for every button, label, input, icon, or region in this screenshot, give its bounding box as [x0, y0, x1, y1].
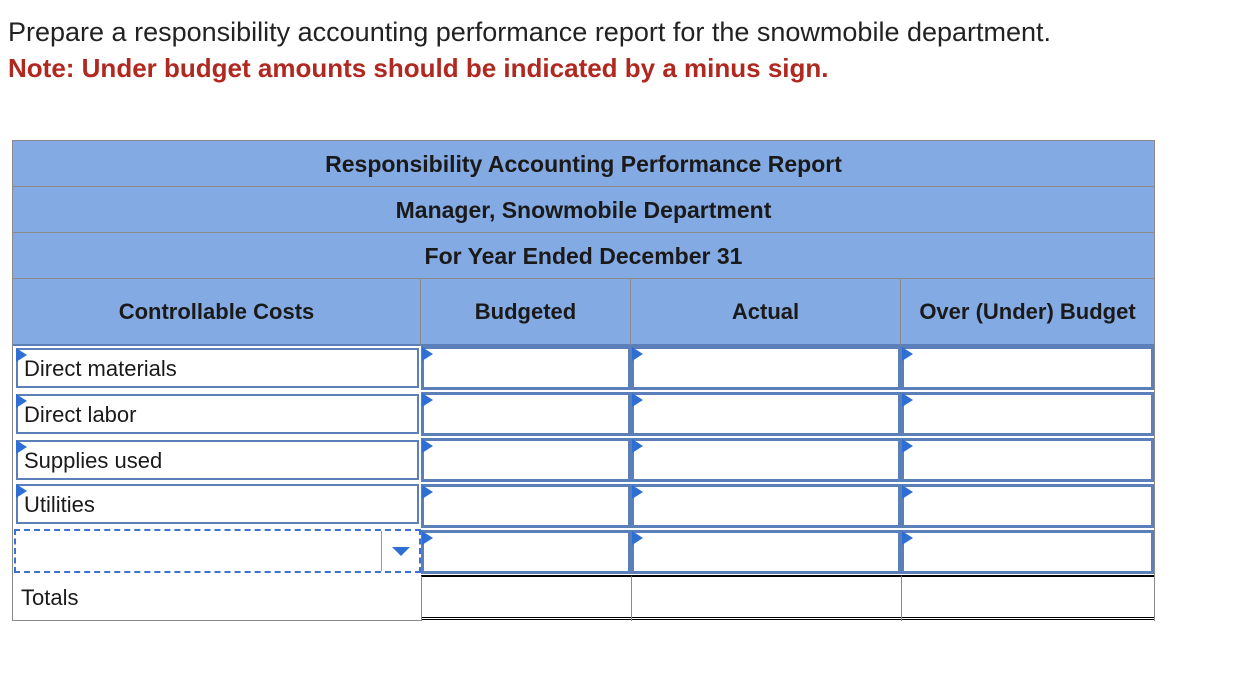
column-header-variance: Over (Under) Budget: [901, 279, 1154, 346]
supplies-used-variance-input[interactable]: [901, 438, 1154, 482]
input-marker-icon: [16, 394, 27, 408]
input-marker-icon: [632, 485, 643, 499]
cost-label-supplies-used: Supplies used: [16, 440, 419, 480]
row-label: Utilities: [24, 492, 95, 517]
instruction-note: Note: Under budget amounts should be ind…: [8, 53, 829, 83]
chevron-down-icon: [391, 546, 410, 556]
column-header-actual: Actual: [631, 279, 901, 346]
totals-label: Totals: [21, 585, 79, 610]
column-header-budgeted: Budgeted: [421, 279, 631, 346]
cost-label-direct-materials: Direct materials: [16, 348, 419, 388]
cost-item-select[interactable]: [14, 529, 421, 573]
instruction-text: Prepare a responsibility accounting perf…: [8, 17, 1052, 47]
supplies-used-actual-input[interactable]: [631, 438, 901, 482]
input-marker-icon: [632, 393, 643, 407]
direct-materials-variance-input[interactable]: [901, 346, 1154, 390]
cost-label-direct-labor: Direct labor: [16, 394, 419, 434]
input-marker-icon: [632, 347, 643, 361]
totals-variance-cell: [901, 575, 1154, 621]
cost-label-utilities: Utilities: [16, 484, 419, 524]
input-marker-icon: [632, 439, 643, 453]
column-header-costs: Controllable Costs: [13, 279, 421, 346]
other-actual-input[interactable]: [631, 530, 901, 574]
direct-labor-budgeted-input[interactable]: [421, 392, 631, 436]
dropdown-button[interactable]: [381, 531, 419, 571]
input-marker-icon: [902, 531, 913, 545]
other-budgeted-input[interactable]: [421, 530, 631, 574]
input-marker-icon: [422, 347, 433, 361]
input-marker-icon: [16, 484, 27, 498]
other-variance-input[interactable]: [901, 530, 1154, 574]
totals-actual-cell: [631, 575, 901, 621]
direct-materials-actual-input[interactable]: [631, 346, 901, 390]
input-marker-icon: [632, 531, 643, 545]
utilities-budgeted-input[interactable]: [421, 484, 631, 528]
input-marker-icon: [422, 531, 433, 545]
input-marker-icon: [902, 439, 913, 453]
direct-labor-actual-input[interactable]: [631, 392, 901, 436]
input-marker-icon: [902, 393, 913, 407]
input-marker-icon: [422, 393, 433, 407]
direct-labor-variance-input[interactable]: [901, 392, 1154, 436]
report-title: Responsibility Accounting Performance Re…: [13, 141, 1154, 187]
row-label: Direct materials: [24, 356, 177, 381]
input-marker-icon: [422, 439, 433, 453]
instructions: Prepare a responsibility accounting perf…: [8, 14, 1233, 86]
input-marker-icon: [902, 347, 913, 361]
report-subtitle: Manager, Snowmobile Department: [13, 187, 1154, 233]
utilities-variance-input[interactable]: [901, 484, 1154, 528]
utilities-actual-input[interactable]: [631, 484, 901, 528]
input-marker-icon: [16, 348, 27, 362]
direct-materials-budgeted-input[interactable]: [421, 346, 631, 390]
supplies-used-budgeted-input[interactable]: [421, 438, 631, 482]
report-period: For Year Ended December 31: [13, 233, 1154, 279]
input-marker-icon: [422, 485, 433, 499]
row-label: Direct labor: [24, 402, 137, 427]
input-marker-icon: [16, 440, 27, 454]
row-label: Supplies used: [24, 448, 163, 473]
totals-budgeted-cell: [421, 575, 631, 621]
input-marker-icon: [902, 485, 913, 499]
performance-report-table: Responsibility Accounting Performance Re…: [12, 140, 1155, 621]
